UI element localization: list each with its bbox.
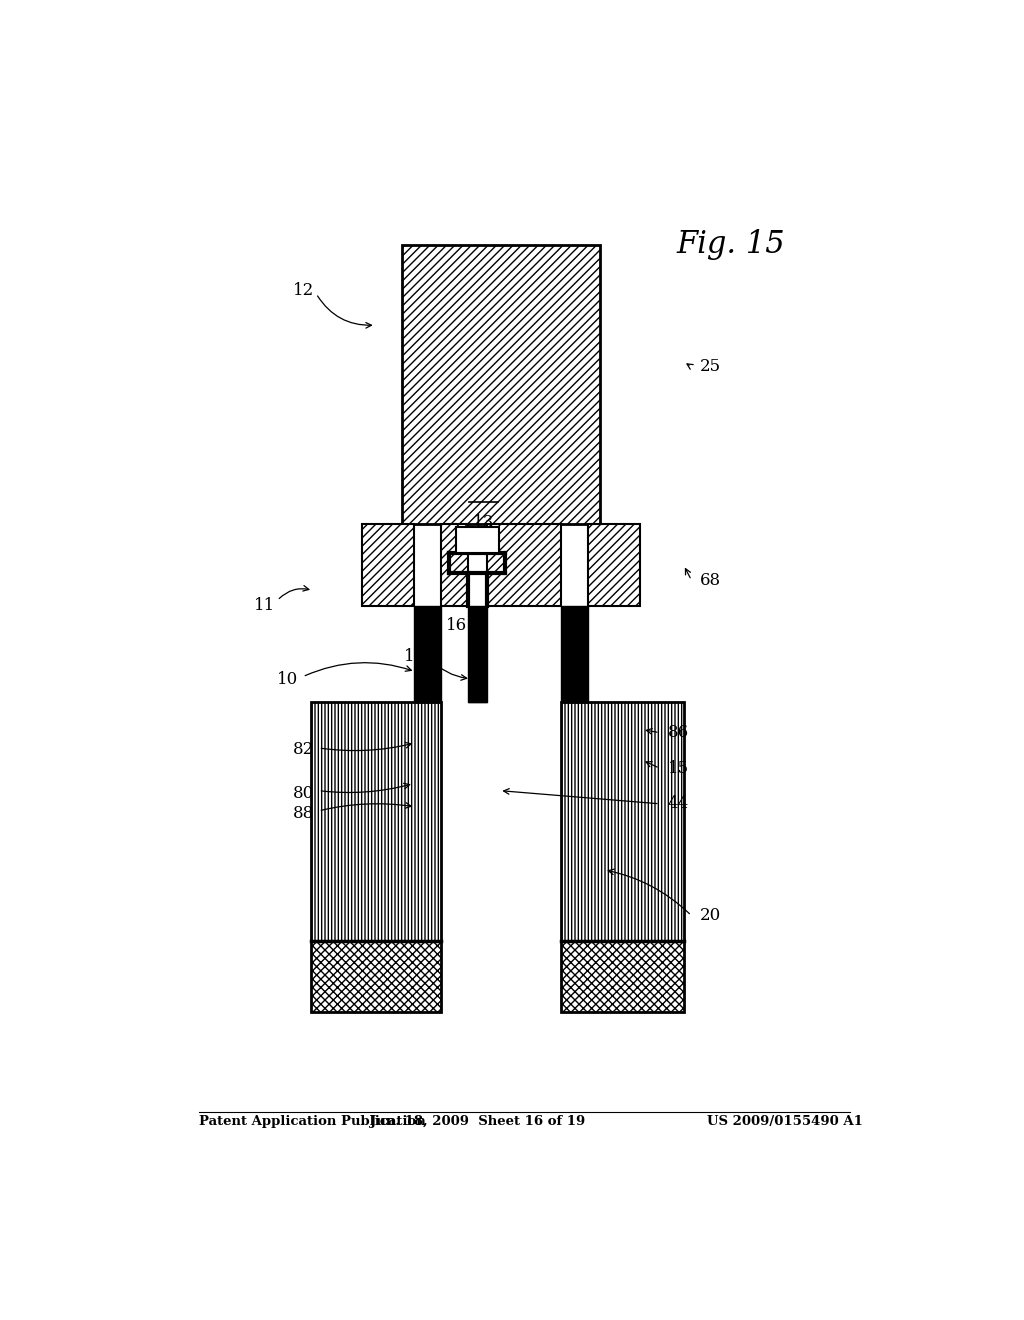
Text: Patent Application Publication: Patent Application Publication: [200, 1115, 426, 1129]
Text: 13: 13: [473, 515, 495, 531]
Text: 10: 10: [278, 672, 299, 688]
Bar: [560, 941, 684, 1012]
Bar: [362, 524, 414, 606]
Text: US 2009/0155490 A1: US 2009/0155490 A1: [708, 1115, 863, 1129]
Text: 15: 15: [668, 760, 689, 776]
Text: 20: 20: [699, 907, 721, 924]
Bar: [310, 941, 441, 1012]
Bar: [456, 528, 499, 553]
Text: 88: 88: [293, 805, 314, 822]
Text: 14: 14: [404, 648, 426, 665]
Text: Fig. 15: Fig. 15: [677, 230, 785, 260]
Text: 12: 12: [293, 282, 314, 300]
Text: 11: 11: [254, 597, 274, 614]
Bar: [310, 702, 441, 941]
Text: 86: 86: [668, 725, 689, 741]
Bar: [401, 244, 600, 524]
Bar: [486, 524, 560, 606]
Text: 68: 68: [699, 572, 721, 589]
Bar: [441, 524, 468, 606]
Bar: [560, 702, 684, 941]
Text: 82: 82: [293, 742, 314, 759]
Text: 16: 16: [445, 618, 467, 635]
Text: 44: 44: [668, 796, 689, 812]
Text: 25: 25: [699, 358, 721, 375]
Bar: [588, 524, 640, 606]
Text: 80: 80: [293, 785, 314, 803]
Text: Jun. 18, 2009  Sheet 16 of 19: Jun. 18, 2009 Sheet 16 of 19: [370, 1115, 585, 1129]
